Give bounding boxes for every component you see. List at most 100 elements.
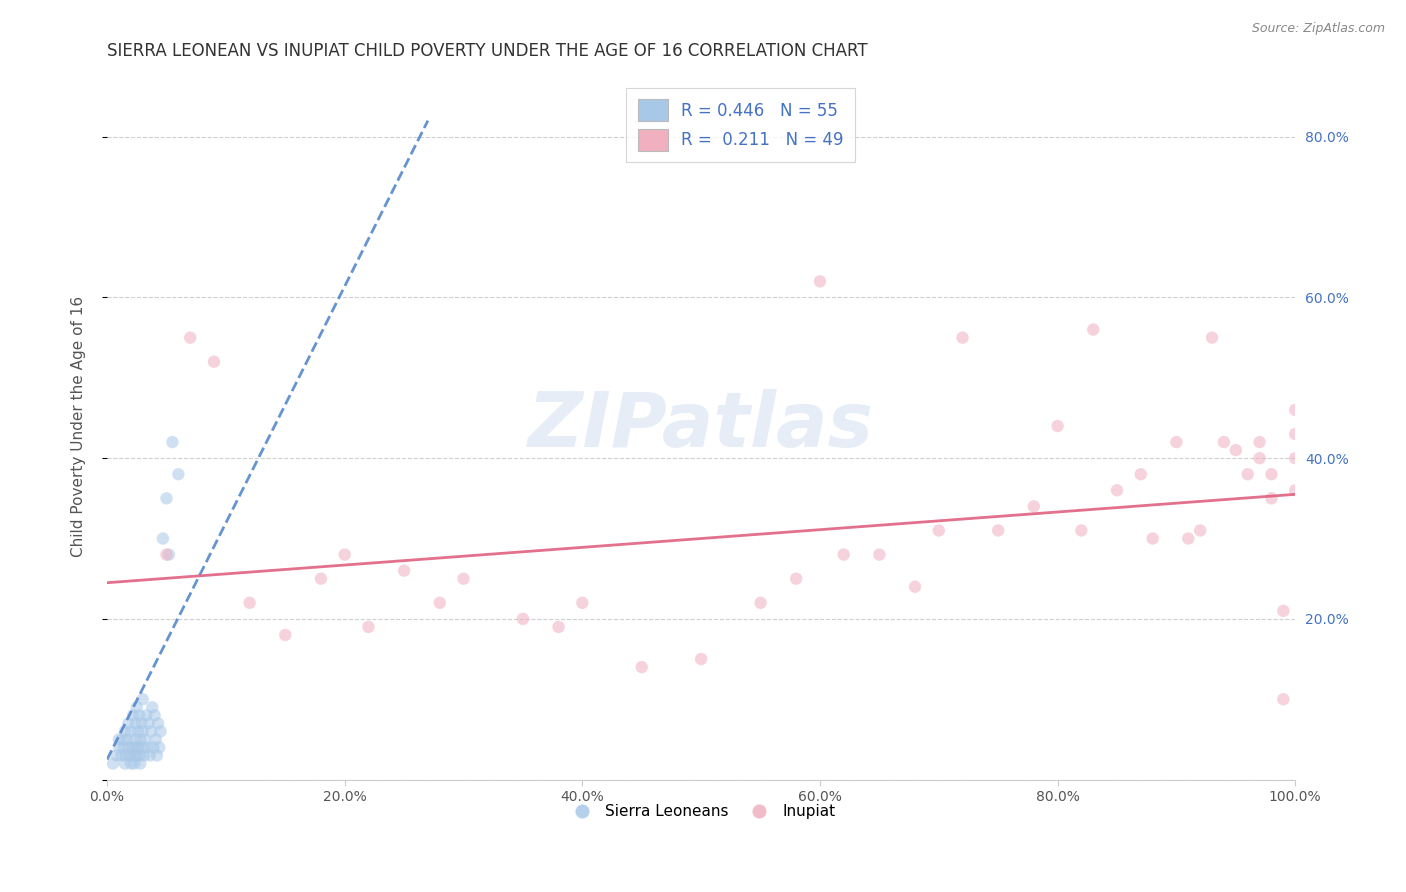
Point [808,274,831,288]
Point [117,716,139,731]
Point [547,620,569,634]
Point [108,732,131,747]
Point [121,740,143,755]
Point [125,700,148,714]
Point [239,596,262,610]
Point [1046,419,1069,434]
Point [357,620,380,634]
Point [155,491,177,506]
Point [1272,692,1295,706]
Point [512,612,534,626]
Point [114,756,136,771]
Point [128,708,150,723]
Point [120,756,142,771]
Point [124,716,146,731]
Point [1284,427,1306,442]
Legend: Sierra Leoneans, Inupiat: Sierra Leoneans, Inupiat [561,797,841,825]
Text: SIERRA LEONEAN VS INUPIAT CHILD POVERTY UNDER THE AGE OF 16 CORRELATION CHART: SIERRA LEONEAN VS INUPIAT CHILD POVERTY … [107,42,868,60]
Point [152,532,174,546]
Point [571,596,593,610]
Point [117,732,139,747]
Point [333,548,356,562]
Point [1201,330,1223,344]
Point [1236,467,1258,482]
Point [124,732,146,747]
Point [1142,532,1164,546]
Point [127,724,149,739]
Point [129,756,152,771]
Point [1260,467,1282,482]
Point [1260,491,1282,506]
Point [987,524,1010,538]
Point [1022,500,1045,514]
Point [148,740,170,755]
Point [155,548,177,562]
Point [132,748,155,763]
Point [928,524,950,538]
Point [1284,403,1306,417]
Point [110,748,132,763]
Point [105,748,128,763]
Text: ZIPatlas: ZIPatlas [529,389,875,463]
Point [1189,524,1212,538]
Point [118,748,141,763]
Point [108,740,131,755]
Point [749,596,772,610]
Point [1105,483,1128,498]
Point [120,724,142,739]
Point [141,700,163,714]
Point [1284,483,1306,498]
Point [157,548,180,562]
Point [131,716,153,731]
Point [1249,435,1271,450]
Point [1177,532,1199,546]
Point [114,724,136,739]
Point [122,748,145,763]
Point [138,716,160,731]
Point [429,596,451,610]
Point [1272,604,1295,618]
Point [162,435,184,450]
Point [1284,451,1306,466]
Point [146,748,169,763]
Point [124,740,146,755]
Point [128,748,150,763]
Point [1083,322,1105,336]
Point [127,740,149,755]
Point [132,740,155,755]
Point [630,660,652,674]
Point [129,732,152,747]
Point [101,756,124,771]
Point [132,692,155,706]
Point [392,564,415,578]
Point [132,724,155,739]
Point [142,740,165,755]
Point [785,572,807,586]
Point [143,708,166,723]
Point [904,580,927,594]
Point [274,628,297,642]
Point [1249,451,1271,466]
Point [112,740,135,755]
Point [115,748,138,763]
Point [952,330,974,344]
Point [453,572,475,586]
Point [1166,435,1188,450]
Point [136,740,159,755]
Point [179,330,201,344]
Point [1129,467,1152,482]
Point [117,740,139,755]
Point [309,572,332,586]
Point [135,708,157,723]
Text: Source: ZipAtlas.com: Source: ZipAtlas.com [1251,22,1385,36]
Point [202,355,225,369]
Point [832,548,855,562]
Y-axis label: Child Poverty Under the Age of 16: Child Poverty Under the Age of 16 [72,295,86,557]
Point [111,732,134,747]
Point [145,732,167,747]
Point [149,724,172,739]
Point [146,716,169,731]
Point [868,548,890,562]
Point [1213,435,1236,450]
Point [124,756,146,771]
